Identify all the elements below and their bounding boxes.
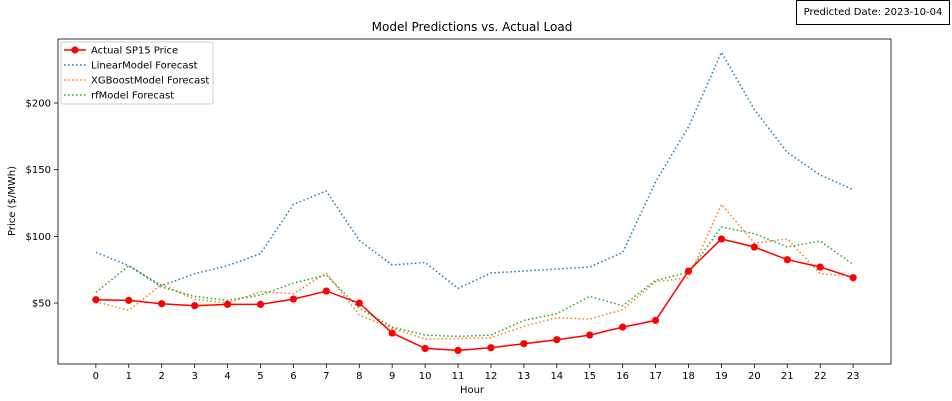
data-point-actual-sp15-price xyxy=(256,300,265,308)
x-tick-label: 7 xyxy=(323,371,329,382)
data-point-actual-sp15-price xyxy=(388,329,396,337)
y-tick-label: $50 xyxy=(32,299,51,310)
x-tick-label: 23 xyxy=(847,371,860,382)
predicted-date-text: Predicted Date: 2023-10-04 xyxy=(803,7,943,18)
x-tick-label: 5 xyxy=(257,371,263,382)
x-tick-label: 3 xyxy=(191,371,197,382)
x-tick-label: 13 xyxy=(518,371,531,382)
data-point-actual-sp15-price xyxy=(520,340,528,348)
data-point-actual-sp15-price xyxy=(191,302,199,310)
data-point-actual-sp15-price xyxy=(322,287,330,295)
data-point-actual-sp15-price xyxy=(355,299,363,307)
data-point-actual-sp15-price xyxy=(553,336,561,344)
x-tick-label: 15 xyxy=(583,371,596,382)
data-point-actual-sp15-price xyxy=(717,235,726,243)
legend-box xyxy=(60,41,214,105)
x-tick-label: 9 xyxy=(389,371,395,382)
data-point-actual-sp15-price xyxy=(816,263,824,271)
x-tick-label: 16 xyxy=(616,371,629,382)
x-tick-label: 14 xyxy=(550,371,563,382)
y-axis-label: Price ($/MWh) xyxy=(7,166,18,236)
data-point-actual-sp15-price xyxy=(651,316,660,324)
x-tick-label: 20 xyxy=(748,371,761,382)
series-line-actual-sp15-price xyxy=(95,238,854,352)
x-tick-label: 22 xyxy=(814,371,827,382)
y-tick-label: $200 xyxy=(26,99,51,110)
data-point-actual-sp15-price xyxy=(421,344,429,352)
x-tick-label: 2 xyxy=(159,371,165,382)
chart-title: Model Predictions vs. Actual Load xyxy=(372,20,573,34)
x-tick-label: 8 xyxy=(356,371,362,382)
data-point-actual-sp15-price xyxy=(849,274,857,282)
x-axis-label: Hour xyxy=(460,385,485,396)
x-axis: 0 1 2 3 4 5 6 7 8 9 10 11 12 13 14 15 16 17 18 19 20 21 22 23 xyxy=(93,364,860,382)
y-tick-label: $100 xyxy=(26,232,51,243)
data-point-actual-sp15-price xyxy=(125,296,133,304)
x-tick-label: 17 xyxy=(649,371,662,382)
series-layer xyxy=(92,50,857,354)
x-tick-label: 11 xyxy=(452,371,465,382)
data-point-actual-sp15-price xyxy=(619,323,627,331)
data-point-actual-sp15-price xyxy=(158,300,166,308)
legend-label-linearmodel-forecast: LinearModel Forecast xyxy=(91,61,198,72)
legend-label-actual-sp15-price: Actual SP15 Price xyxy=(91,46,178,57)
legend: Actual SP15 Price LinearModel Forecast XGB… xyxy=(60,41,214,105)
data-point-actual-sp15-price xyxy=(92,296,100,304)
data-point-actual-sp15-price xyxy=(289,295,298,303)
data-point-actual-sp15-price xyxy=(454,346,462,354)
legend-label-xgboostmodel-forecast: XGBoostModel Forecast xyxy=(91,76,209,87)
data-point-actual-sp15-price xyxy=(586,331,594,339)
x-tick-label: 19 xyxy=(715,371,728,382)
y-tick-label: $150 xyxy=(26,165,51,176)
data-point-actual-sp15-price xyxy=(684,267,693,275)
x-tick-label: 1 xyxy=(126,371,132,382)
x-tick-label: 10 xyxy=(419,371,432,382)
x-tick-label: 21 xyxy=(781,371,794,382)
data-point-actual-sp15-price xyxy=(750,243,758,251)
data-point-actual-sp15-price xyxy=(783,256,791,264)
x-tick-label: 6 xyxy=(290,371,296,382)
legend-label-rfmodel-forecast: rfModel Forecast xyxy=(91,91,174,102)
y-axis: $50 $100 $150 $200 xyxy=(26,99,58,310)
predicted-date-annotation: Predicted Date: 2023-10-04 xyxy=(796,0,950,25)
data-point-actual-sp15-price xyxy=(223,300,232,308)
x-tick-label: 12 xyxy=(485,371,498,382)
series-line-xgboostmodel-forecast xyxy=(95,203,854,340)
series-line-linearmodel-forecast xyxy=(95,50,854,290)
legend-marker-actual-sp15-price xyxy=(71,46,79,54)
x-tick-label: 0 xyxy=(93,371,99,382)
x-tick-label: 18 xyxy=(682,371,695,382)
x-tick-label: 4 xyxy=(224,371,230,382)
data-point-actual-sp15-price xyxy=(487,344,495,352)
